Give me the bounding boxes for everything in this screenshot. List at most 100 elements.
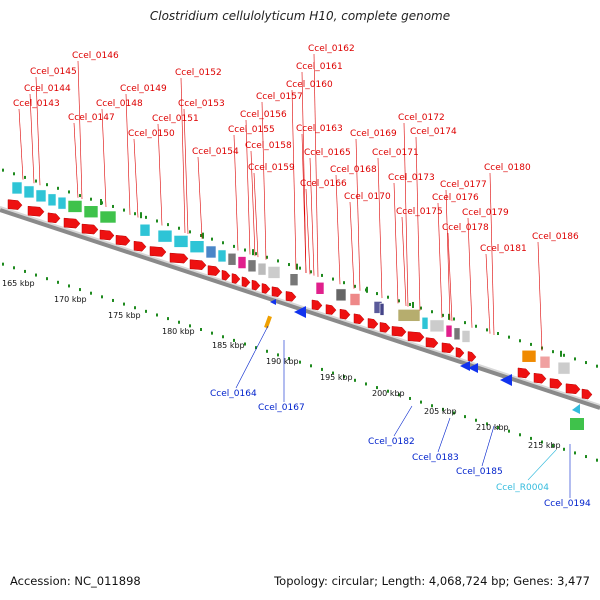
- reverse-gene-arrow: [468, 363, 478, 373]
- forward-gene-arrow: [207, 265, 221, 276]
- track-dot: [552, 444, 554, 448]
- feature-box: [289, 273, 299, 287]
- track-dot: [35, 179, 37, 183]
- forward-gene-label: Ccel_0171: [372, 148, 419, 158]
- forward-gene-arrow: [407, 331, 425, 342]
- forward-gene-arrow: [221, 269, 231, 281]
- track-dot: [596, 364, 598, 368]
- track-dot: [200, 234, 202, 237]
- track-dot: [178, 226, 180, 230]
- forward-gene-arrow: [339, 308, 351, 320]
- feature-tick: [202, 232, 204, 239]
- track-dot: [475, 418, 477, 422]
- track-dot: [233, 244, 235, 248]
- track-dot: [574, 357, 576, 361]
- forward-gene-arrow: [285, 291, 297, 302]
- forward-label-leader: [183, 108, 189, 235]
- forward-gene-arrow: [63, 217, 81, 229]
- feature-tick: [366, 286, 368, 293]
- track-dot: [409, 396, 411, 400]
- track-dot: [376, 386, 378, 390]
- reverse-feature-green: [570, 418, 584, 430]
- track-dot: [222, 241, 224, 245]
- forward-gene-arrow: [549, 378, 563, 389]
- forward-gene-label: Ccel_0179: [462, 208, 509, 218]
- track-dot: [112, 298, 114, 302]
- feature-box: [139, 223, 151, 237]
- forward-gene-arrow: [231, 273, 241, 284]
- backbone-highlight: [0, 206, 600, 406]
- inner-dotted-track: [2, 262, 598, 462]
- track-dot: [156, 313, 158, 317]
- feature-box: [557, 361, 571, 375]
- track-dot: [2, 168, 4, 172]
- forward-label-leader: [355, 138, 361, 291]
- forward-label-leader: [101, 108, 107, 207]
- feature-box: [67, 200, 83, 213]
- feature-box: [35, 189, 47, 203]
- forward-label-leader: [73, 122, 79, 198]
- track-dot: [255, 252, 257, 256]
- feature-tick: [296, 263, 298, 270]
- track-dot: [398, 299, 400, 303]
- forward-label-leader: [29, 93, 35, 184]
- track-dot: [112, 204, 114, 208]
- feature-box: [11, 181, 23, 195]
- track-dot: [57, 280, 59, 284]
- track-dot: [200, 328, 202, 331]
- forward-gene-arrow: [353, 313, 365, 325]
- forward-gene-arrow: [47, 212, 61, 224]
- track-dot: [508, 335, 510, 339]
- track-dot: [519, 339, 521, 343]
- rna-label-leader: [527, 449, 557, 481]
- track-dot: [398, 393, 400, 397]
- track-dot: [244, 342, 246, 346]
- track-dot: [354, 378, 356, 382]
- track-dot: [442, 407, 444, 411]
- track-dot: [486, 328, 488, 332]
- track-dot: [79, 194, 81, 198]
- track-dot: [585, 455, 587, 459]
- genome-summary-text: Topology: circular; Length: 4,068,724 bp…: [274, 574, 590, 588]
- feature-box: [335, 288, 347, 302]
- outer-dotted-track: [2, 168, 598, 368]
- forward-gene-arrow: [517, 367, 531, 379]
- forward-gene-label: Ccel_0180: [484, 163, 531, 173]
- track-dot: [321, 273, 323, 277]
- reverse-gene-label: Ccel_0164: [210, 389, 257, 399]
- forward-gene-label: Ccel_0162: [308, 44, 355, 54]
- track-dot: [530, 342, 532, 346]
- feature-box: [189, 240, 205, 253]
- accession-text: Accession: NC_011898: [10, 574, 141, 588]
- forward-gene-label: Ccel_0174: [410, 127, 457, 137]
- forward-gene-label: Ccel_0158: [245, 141, 292, 151]
- forward-label-leader: [35, 76, 41, 186]
- track-dot: [310, 270, 312, 274]
- forward-gene-label: Ccel_0163: [296, 124, 343, 134]
- forward-gene-label: Ccel_0151: [152, 114, 199, 124]
- feature-box: [315, 281, 325, 295]
- track-dot: [46, 277, 48, 281]
- forward-label-leader: [437, 202, 443, 318]
- feature-box: [217, 249, 227, 263]
- feature-tick: [140, 212, 142, 219]
- forward-gene-label: Ccel_0169: [350, 129, 397, 139]
- forward-gene-arrow: [261, 283, 271, 294]
- forward-label-leader: [335, 174, 341, 285]
- forward-gene-label: Ccel_0148: [96, 99, 143, 109]
- kbp-tick-label: 215 kbp: [528, 441, 561, 450]
- track-dot: [134, 212, 136, 216]
- forward-label-leader: [403, 122, 409, 307]
- forward-label-leader: [18, 108, 24, 180]
- reverse-label-leader: [481, 425, 495, 467]
- track-dot: [541, 440, 543, 444]
- track-dot: [233, 338, 235, 342]
- track-dot: [101, 295, 103, 299]
- forward-gene-arrow: [581, 388, 593, 400]
- forward-gene-arrow: [425, 337, 439, 348]
- reverse-gene-arrow: [294, 306, 306, 318]
- track-dot: [310, 364, 312, 368]
- reverse-gene-label: Ccel_0194: [544, 499, 591, 509]
- track-dot: [255, 346, 257, 350]
- forward-gene-label: Ccel_0165: [304, 148, 351, 158]
